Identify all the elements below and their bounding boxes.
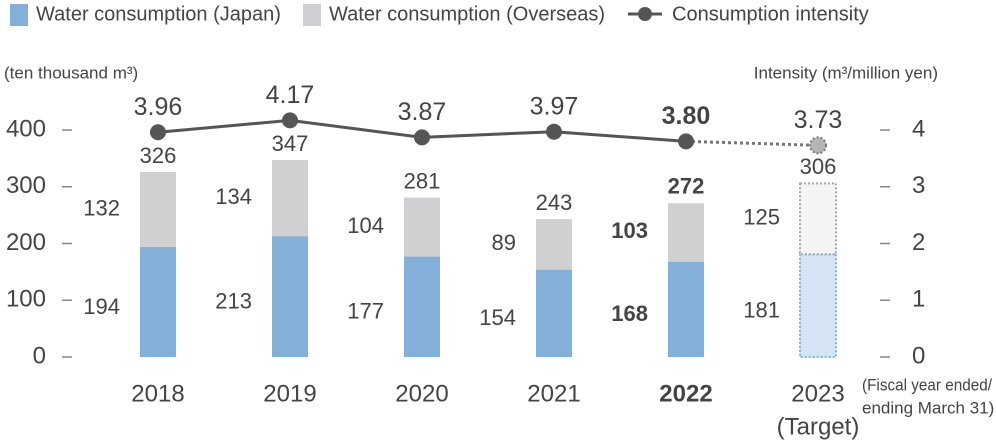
- value-label: 89: [492, 230, 516, 255]
- line-target: [685, 139, 819, 147]
- y-tick-label: 100: [6, 286, 46, 313]
- line-point: [150, 124, 166, 141]
- y-tick-label: 300: [6, 172, 46, 199]
- x-tick-label: 2023: [791, 380, 844, 407]
- intensity-label: 3.97: [530, 92, 579, 120]
- value-label: 134: [215, 184, 252, 209]
- legend-swatch: [303, 4, 321, 26]
- intensity-label: 3.80: [662, 102, 711, 130]
- x-tick-note: (Target): [777, 413, 860, 440]
- total-label: 272: [668, 173, 705, 198]
- value-label: 103: [611, 218, 648, 243]
- legend-swatch: [10, 4, 28, 26]
- line-point: [546, 123, 562, 140]
- bar: [536, 219, 572, 270]
- value-label: 213: [215, 288, 252, 313]
- x-tick-label: 2018: [131, 380, 184, 407]
- bar: [272, 236, 308, 357]
- legend-label: Consumption intensity: [672, 3, 869, 25]
- bar: [799, 253, 837, 358]
- y-tick-label: 200: [6, 229, 46, 256]
- total-label: 306: [800, 154, 837, 179]
- line-point: [414, 129, 430, 146]
- total-label: 281: [404, 168, 441, 193]
- intensity-label: 3.87: [398, 98, 447, 126]
- bar: [668, 261, 704, 357]
- legend-label: Water consumption (Overseas): [329, 3, 605, 25]
- value-label: 177: [347, 299, 384, 324]
- legend-marker: [638, 7, 652, 21]
- note: (Fiscal year ended/: [862, 375, 992, 394]
- total-label: 347: [272, 131, 309, 156]
- bar: [272, 160, 308, 237]
- total-label: 243: [536, 190, 573, 215]
- y2-axis-label: Intensity (m³/million yen): [754, 63, 938, 82]
- y-tick-label: 400: [6, 115, 46, 142]
- bar: [140, 246, 176, 357]
- x-tick-label: 2021: [527, 380, 580, 407]
- total-label: 326: [140, 143, 177, 168]
- intensity-label: 3.96: [134, 93, 183, 121]
- bar: [404, 256, 440, 357]
- line-point: [282, 112, 298, 129]
- y2-tick-label: 4: [912, 115, 925, 142]
- value-label: 132: [83, 195, 120, 220]
- value-label: 154: [479, 305, 516, 330]
- value-label: 125: [743, 205, 780, 230]
- y2-tick-label: 2: [912, 229, 925, 256]
- bar: [668, 203, 704, 262]
- line-point: [678, 133, 694, 150]
- bar: [799, 182, 837, 256]
- bar: [404, 197, 440, 257]
- y2-tick-label: 3: [912, 172, 925, 199]
- value-label: 168: [611, 301, 648, 326]
- y-tick-label: 0: [33, 342, 46, 369]
- note: ending March 31): [862, 398, 994, 417]
- x-tick-label: 2020: [395, 380, 448, 407]
- line-point: [809, 136, 827, 155]
- value-label: 181: [743, 297, 780, 322]
- intensity-label: 3.73: [794, 106, 843, 134]
- bar: [536, 269, 572, 357]
- x-tick-label: 2022: [659, 380, 712, 407]
- intensity-label: 4.17: [266, 81, 315, 109]
- value-label: 194: [83, 294, 120, 319]
- value-label: 104: [347, 213, 384, 238]
- bar: [140, 171, 176, 247]
- legend-label: Water consumption (Japan): [36, 3, 281, 25]
- y-axis-label: (ten thousand m³): [4, 63, 138, 82]
- x-tick-label: 2019: [263, 380, 316, 407]
- y2-tick-label: 1: [912, 286, 925, 313]
- y2-tick-label: 0: [912, 342, 925, 369]
